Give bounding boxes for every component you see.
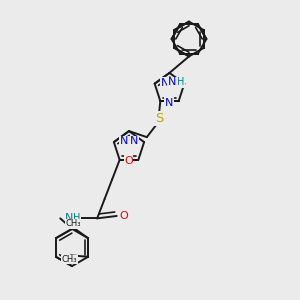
- Text: N: N: [160, 78, 169, 88]
- Text: N: N: [65, 213, 74, 223]
- Text: H: H: [73, 213, 80, 223]
- Text: N: N: [167, 77, 176, 87]
- Text: N: N: [120, 136, 128, 146]
- Text: H: H: [177, 77, 184, 87]
- Text: CH₃: CH₃: [62, 255, 77, 264]
- Text: S: S: [154, 112, 163, 125]
- Text: CH₃: CH₃: [66, 219, 81, 228]
- Text: N: N: [165, 98, 173, 108]
- Text: O: O: [119, 211, 128, 221]
- Text: N: N: [130, 136, 138, 146]
- Text: O: O: [124, 156, 133, 166]
